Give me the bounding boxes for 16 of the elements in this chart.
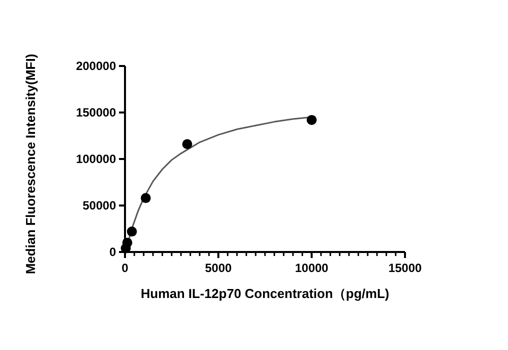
- point: [182, 139, 192, 150]
- x-tick-label: 5000: [204, 261, 232, 275]
- point: [140, 193, 151, 204]
- y-tick-label: 0: [109, 245, 116, 259]
- y-tick-label: 50000: [82, 198, 116, 212]
- point: [122, 238, 132, 248]
- x-tick-label: 10000: [294, 261, 329, 275]
- point: [126, 226, 137, 237]
- y-tick-label: 200000: [76, 59, 116, 73]
- y-tick-label: 100000: [76, 152, 116, 166]
- point: [306, 114, 317, 125]
- x-axis-title: Human IL-12p70 Concentration（pg/mL): [140, 286, 390, 301]
- y-tick-label: 150000: [76, 106, 116, 120]
- x-tick-label: 15000: [388, 261, 422, 275]
- y-axis-title: Median Fluorescence Intensity(MFI): [23, 54, 38, 274]
- x-tick-label: 0: [122, 261, 129, 275]
